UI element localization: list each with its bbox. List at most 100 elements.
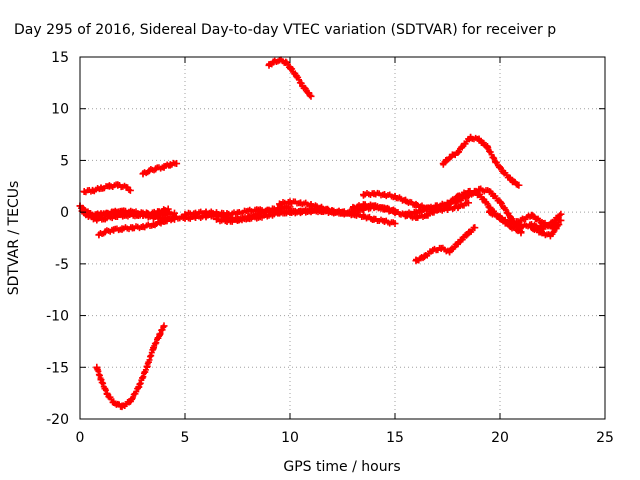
data-point (244, 213, 252, 221)
data-point (97, 184, 105, 192)
x-tick-label: 10 (281, 430, 299, 446)
data-point (101, 228, 109, 236)
data-marker (296, 76, 302, 83)
data-point (234, 209, 241, 217)
data-point (89, 186, 97, 194)
data-point (423, 205, 430, 213)
data-point (481, 198, 489, 206)
tick-layer (79, 56, 606, 420)
data-point (465, 199, 472, 207)
data-point (122, 183, 130, 191)
data-point (126, 397, 134, 405)
data-point (108, 209, 115, 217)
y-tick-label: 15 (51, 50, 69, 66)
data-point (213, 215, 220, 223)
data-point (292, 72, 300, 80)
x-axis-label: GPS time / hours (283, 459, 400, 475)
data-marker (491, 155, 498, 162)
data-point (276, 56, 283, 64)
x-tick-label: 20 (491, 430, 509, 446)
series-track-9 (213, 203, 294, 225)
data-point (444, 200, 451, 208)
data-point (391, 208, 399, 216)
data-marker (485, 144, 492, 151)
data-point (97, 376, 105, 384)
data-point (437, 244, 445, 252)
data-point (139, 211, 147, 219)
data-point (118, 225, 126, 233)
data-point (160, 217, 168, 225)
data-point (110, 226, 118, 234)
data-point (152, 165, 160, 173)
data-point (360, 201, 367, 209)
data-point (192, 209, 199, 217)
data-point (118, 208, 126, 216)
data-point (381, 205, 388, 213)
data-point (454, 148, 462, 156)
data-point (80, 187, 88, 195)
data-point (135, 383, 143, 391)
series-track-6 (93, 322, 168, 411)
data-point (467, 134, 475, 142)
x-tick-labels: 0 5 10 15 20 25 (76, 430, 614, 446)
x-tick-label: 25 (596, 430, 614, 446)
data-point (307, 92, 315, 100)
data-point (517, 216, 525, 224)
data-point (412, 201, 420, 209)
data-point (166, 161, 174, 169)
data-point (269, 58, 277, 66)
series-track-19 (528, 221, 563, 240)
data-point (282, 58, 290, 66)
data-point (181, 210, 189, 218)
data-point (139, 170, 147, 178)
series-track-3 (95, 213, 178, 239)
data-point (145, 167, 153, 175)
data-point (318, 204, 325, 212)
data-point (402, 210, 409, 218)
data-marker (129, 394, 136, 401)
data-marker (550, 229, 557, 236)
data-point (370, 190, 378, 198)
data-point (276, 200, 283, 208)
data-point (156, 330, 164, 338)
data-point (143, 362, 151, 370)
grid-layer (80, 57, 605, 419)
y-tick-label: 5 (60, 153, 69, 169)
data-point (139, 223, 147, 231)
data-point (546, 232, 554, 240)
data-point (126, 186, 134, 194)
series-track-15 (412, 224, 479, 265)
data-point (265, 61, 273, 69)
data-point (360, 191, 367, 199)
data-point (299, 82, 307, 90)
data-point (483, 143, 491, 151)
data-point (265, 206, 273, 214)
data-point (538, 218, 546, 226)
data-point (555, 221, 563, 229)
data-point (486, 208, 493, 216)
data-point (446, 247, 454, 255)
x-tick-label: 15 (386, 430, 404, 446)
data-point (420, 253, 428, 261)
data-marker (502, 206, 509, 213)
data-point (129, 209, 136, 217)
data-point (150, 344, 157, 352)
series-track-18 (507, 210, 565, 233)
data-point (93, 363, 101, 371)
data-point (460, 140, 468, 148)
data-point (95, 231, 103, 239)
data-point (114, 181, 122, 189)
y-tick-label: 0 (60, 205, 69, 221)
data-point (297, 207, 304, 215)
data-point (164, 205, 172, 213)
data-point (171, 213, 178, 221)
data-point (89, 211, 97, 219)
data-point (286, 198, 294, 206)
data-point (160, 163, 168, 171)
data-point (465, 192, 472, 200)
data-point (462, 231, 470, 239)
data-point (349, 204, 357, 212)
data-point (439, 160, 447, 168)
data-point (486, 187, 493, 195)
